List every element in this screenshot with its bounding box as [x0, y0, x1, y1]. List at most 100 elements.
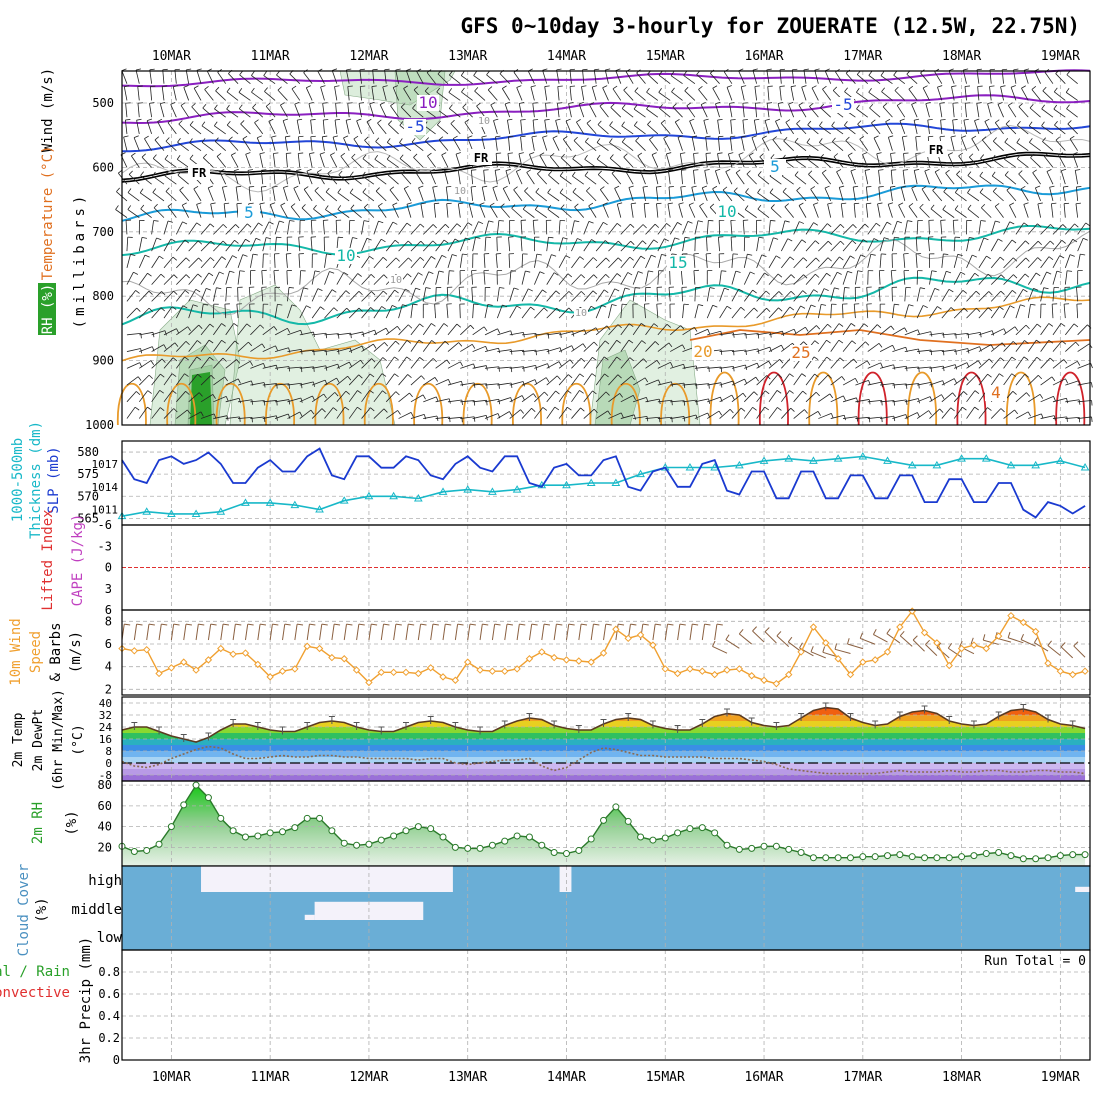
wind-barb [953, 391, 964, 403]
wind-barb-flag [580, 274, 585, 279]
wind-barb-flag [177, 137, 181, 143]
wind-barb-flag [1053, 104, 1058, 110]
wind-barb [312, 332, 327, 336]
wind-barb [413, 157, 424, 168]
wind-barb [521, 253, 524, 268]
wind-barb-flag [752, 68, 758, 71]
y-axis-label: (%) [34, 897, 50, 922]
wind-barb [793, 390, 803, 403]
wind-barb-flag [165, 187, 170, 192]
wind-barb [546, 307, 557, 319]
wind-barb-flag [443, 323, 449, 327]
wind-barb [254, 122, 264, 135]
wind-barb-flag [374, 154, 379, 160]
wind-barb-flag [975, 290, 981, 295]
wind-barb-flag [386, 154, 391, 160]
wind-barb [459, 253, 463, 268]
wind-barb-flag [937, 85, 943, 88]
wind-barb [286, 270, 288, 285]
wind-speed-marker [254, 660, 262, 669]
wind-barb [336, 375, 348, 386]
wind-barb-flag [674, 237, 680, 240]
wind-barb-flag [556, 68, 562, 71]
wind-barb [262, 400, 277, 403]
wind-barb-flag [764, 406, 769, 411]
wind-barb-10m-flag [210, 623, 217, 626]
wind-barb-flag [733, 187, 738, 192]
wind-barb [680, 270, 683, 285]
wind-barb [740, 86, 745, 101]
wind-barb [285, 170, 288, 185]
rh-marker [884, 852, 892, 860]
wind-barb-flag [1051, 202, 1057, 205]
wind-barb [151, 344, 164, 352]
wind-barb [694, 383, 709, 386]
wind-barb [659, 107, 671, 118]
wind-barb-flag [707, 329, 711, 335]
wind-barb [840, 203, 844, 218]
wind-barb-flag [596, 138, 601, 143]
wind-barb [299, 366, 314, 369]
rh-marker [241, 833, 249, 841]
wind-barb [818, 323, 828, 336]
wind-barb [571, 274, 582, 285]
wind-barb [121, 70, 128, 84]
wind-barb-flag [671, 253, 677, 255]
wind-barb-flag [911, 101, 917, 105]
wind-barb-10m [787, 641, 802, 652]
wind-barb [608, 356, 617, 369]
y-axis-label: Temperature (°C) [40, 146, 56, 281]
wind-barb [484, 304, 489, 319]
wind-barb [928, 220, 930, 235]
wind-barb [608, 412, 622, 419]
wind-barb-flag [242, 254, 248, 257]
wind-barb-flag [343, 272, 349, 276]
wind-barb-flag [172, 256, 178, 261]
wind-barb [805, 273, 816, 285]
wind-barb [181, 205, 190, 218]
wind-barb-flag [720, 331, 723, 337]
wind-barb-flag [987, 373, 992, 378]
wind-barb [731, 378, 745, 386]
wind-barb-flag [432, 240, 437, 245]
wind-barb-10m [752, 630, 765, 643]
wind-barb-flag [890, 152, 896, 154]
rh-marker [365, 840, 373, 848]
wind-barb [264, 91, 276, 101]
wind-barb-10m-flag [469, 623, 476, 626]
wind-barb-flag [698, 86, 703, 90]
wind-barb [908, 88, 918, 101]
wind-barb [353, 138, 362, 151]
wind-barb-flag [616, 273, 622, 277]
wind-barb [320, 86, 325, 101]
wind-barb [1027, 223, 1038, 235]
wind-barb-flag [352, 237, 358, 240]
wind-barb [287, 397, 302, 403]
wind-barb [445, 186, 449, 201]
rh-marker [328, 827, 336, 835]
wind-barb [385, 221, 394, 235]
wind-barb [340, 155, 350, 168]
wind-barb [962, 69, 967, 84]
wind-barb [558, 237, 564, 252]
wind-barb-flag [1033, 287, 1039, 291]
wind-barb-10m [356, 624, 360, 641]
wind-barb-flag [574, 203, 579, 208]
wind-barb [348, 359, 361, 369]
wind-barb [941, 349, 956, 352]
y-axis-label: RH (%) [40, 284, 56, 335]
wind-barb-flag [425, 137, 430, 142]
wind-barb [657, 238, 665, 252]
wind-barb [620, 323, 630, 336]
wind-barb [919, 207, 930, 218]
wind-barb [842, 255, 851, 269]
wind-barb [151, 407, 161, 419]
wind-barb-flag [565, 255, 571, 259]
wind-barb [348, 291, 360, 302]
wind-barb [620, 256, 631, 269]
wind-barb [781, 291, 792, 302]
wind-barb [167, 122, 177, 135]
wind-barb [793, 274, 804, 285]
wind-barb-flag [184, 239, 190, 244]
wind-barb [228, 139, 239, 151]
